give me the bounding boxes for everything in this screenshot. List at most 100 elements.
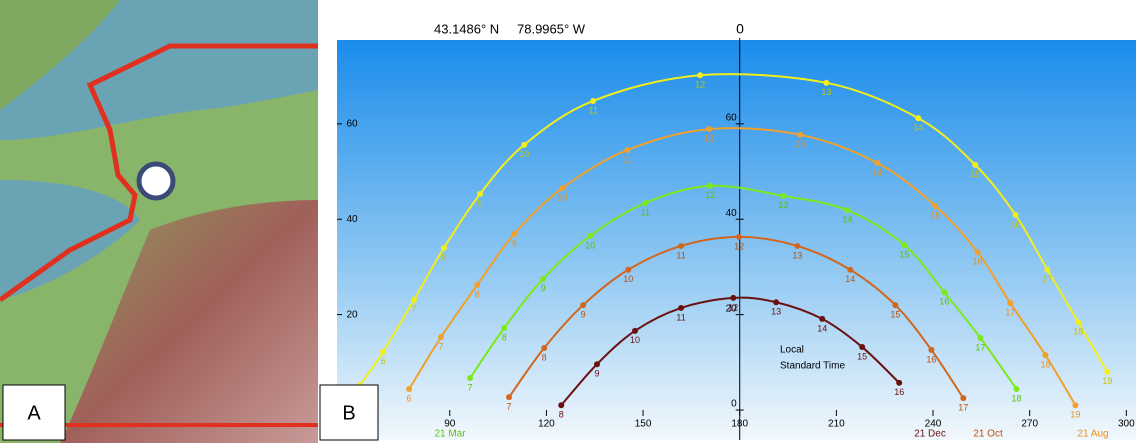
hour-label: 15: [857, 351, 867, 361]
hour-label: 11: [676, 312, 685, 322]
hour-point: [506, 394, 512, 400]
hour-label: 15: [899, 249, 909, 259]
hour-label: 16: [894, 387, 904, 397]
hour-point: [736, 234, 742, 240]
hour-point: [1013, 212, 1019, 218]
hour-point: [977, 335, 983, 341]
hour-point: [380, 349, 386, 355]
hour-point: [511, 231, 517, 237]
legend-label: 21 Oct: [973, 429, 1003, 440]
annotation: Standard Time: [780, 361, 845, 372]
hour-point: [844, 207, 850, 213]
hour-point: [730, 295, 736, 301]
hour-point: [580, 302, 586, 308]
y-tick-label: 60: [726, 112, 738, 123]
hour-point: [915, 115, 921, 121]
hour-point: [1075, 319, 1081, 325]
hour-label: 19: [1070, 410, 1080, 420]
hour-label: 12: [728, 302, 738, 312]
hour-label: 8: [502, 332, 507, 342]
legend-label: 21 Mar: [434, 429, 466, 440]
hour-point: [707, 183, 713, 189]
hour-point: [559, 185, 565, 191]
hour-label: 8: [542, 352, 547, 362]
hour-label: 10: [630, 335, 640, 345]
hour-label: 18: [1011, 393, 1021, 403]
hour-label: 15: [890, 309, 900, 319]
hour-label: 8: [441, 252, 446, 262]
hour-label: 6: [407, 393, 412, 403]
hour-point: [896, 380, 902, 386]
x-tick-label: 270: [1021, 419, 1038, 430]
y-tick-label: 40: [346, 214, 358, 225]
hour-point: [794, 243, 800, 249]
hour-label: 16: [939, 297, 949, 307]
hour-label: 10: [557, 193, 567, 203]
hour-label: 13: [771, 307, 781, 317]
hour-point: [859, 344, 865, 350]
y-tick-label: 40: [726, 208, 738, 219]
hour-point: [797, 132, 803, 138]
hour-label: 10: [519, 149, 529, 159]
x-tick-label: 180: [731, 419, 748, 430]
hour-point: [438, 334, 444, 340]
hour-point: [892, 302, 898, 308]
hour-label: 10: [623, 274, 633, 284]
hour-label: 12: [695, 80, 705, 90]
hour-label: 16: [972, 257, 982, 267]
hour-label: 14: [872, 167, 882, 177]
hour-point: [932, 203, 938, 209]
location: [139, 164, 173, 198]
hour-label: 12: [734, 241, 744, 251]
hour-point: [521, 142, 527, 148]
hour-label: 13: [792, 250, 802, 260]
hour-point: [819, 316, 825, 322]
hour-label: 7: [468, 382, 473, 392]
hour-point: [541, 345, 547, 351]
hour-point: [1104, 369, 1110, 375]
hour-label: 7: [439, 341, 444, 351]
hour-label: 14: [817, 323, 827, 333]
hour-label: 12: [705, 190, 715, 200]
hour-label: 13: [778, 200, 788, 210]
hour-label: 17: [1042, 274, 1052, 284]
panel-label: B: [342, 402, 355, 424]
hour-point: [411, 297, 417, 303]
hour-point: [941, 289, 947, 295]
hour-label: 9: [594, 369, 599, 379]
hour-label: 12: [704, 133, 714, 143]
hour-label: 8: [475, 289, 480, 299]
hour-point: [974, 249, 980, 255]
hour-label: 14: [845, 274, 855, 284]
hour-label: 14: [913, 122, 923, 132]
hour-point: [874, 160, 880, 166]
hour-point: [590, 98, 596, 104]
hour-point: [1042, 352, 1048, 358]
hour-label: 18: [1073, 327, 1083, 337]
hour-label: 17: [975, 342, 985, 352]
hour-label: 16: [1010, 219, 1020, 229]
hour-label: 17: [958, 402, 968, 412]
hour-label: 8: [559, 410, 564, 420]
hour-point: [847, 267, 853, 273]
hour-label: 16: [926, 354, 936, 364]
hour-label: 11: [641, 207, 650, 217]
hour-label: 11: [588, 105, 597, 115]
hour-point: [474, 282, 480, 288]
hour-point: [697, 72, 703, 78]
x-tick-label: 300: [1118, 419, 1135, 430]
hour-point: [477, 191, 483, 197]
y-tick-label: 20: [346, 309, 358, 320]
map: [0, 0, 318, 443]
hour-point: [823, 80, 829, 86]
hour-point: [632, 328, 638, 334]
hour-point: [587, 233, 593, 239]
hour-point: [928, 347, 934, 353]
legend-label: 21 Aug: [1077, 429, 1108, 440]
hour-point: [706, 126, 712, 132]
hour-label: 18: [1040, 360, 1050, 370]
hour-label: 9: [581, 309, 586, 319]
page: 43.1486° N 78.9965° W 0 Local Standard T…: [0, 0, 1138, 443]
panel-label: A: [27, 402, 41, 424]
hour-label: 19: [1102, 376, 1112, 386]
